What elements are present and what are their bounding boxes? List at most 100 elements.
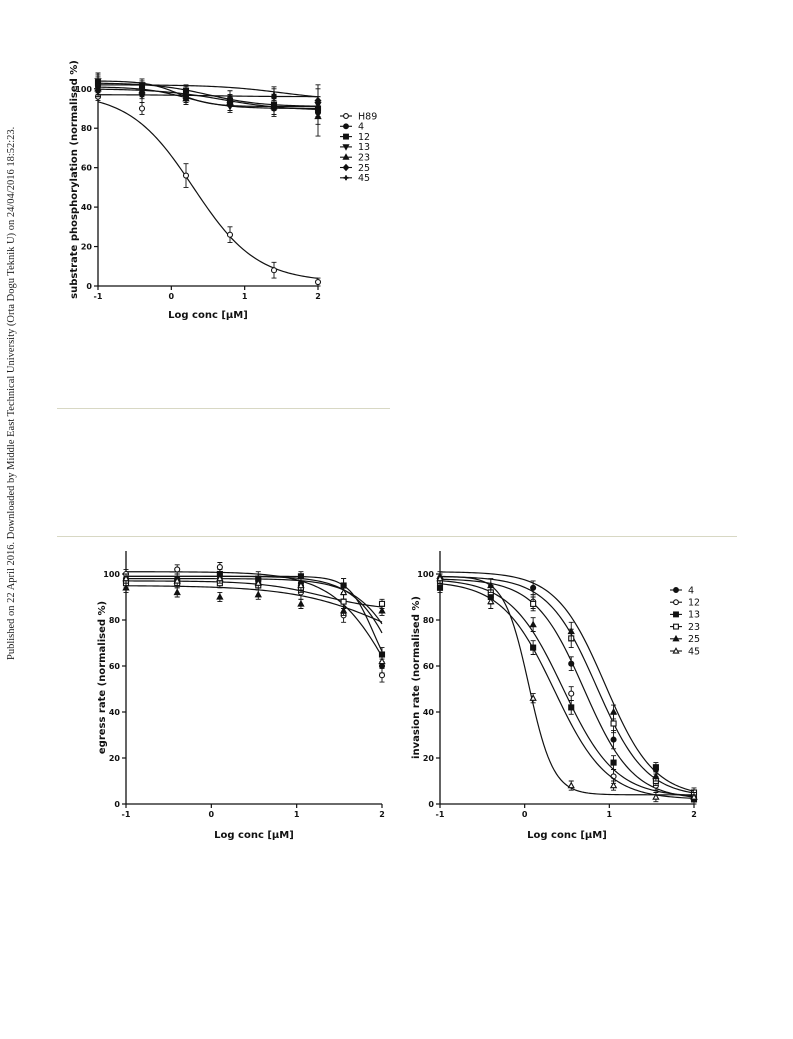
data-point: [652, 793, 660, 800]
fit-curve-23: [439, 576, 695, 794]
data-point: [339, 606, 348, 614]
legend-item-45: 45: [670, 646, 700, 657]
legend-item-23: 23: [340, 153, 370, 164]
data-point: [378, 672, 386, 679]
series-45: [122, 573, 386, 669]
legend-label: 45: [688, 646, 700, 657]
legend-label: 13: [688, 610, 700, 621]
y-tick-label: 0: [114, 800, 120, 809]
legend-label: 4: [358, 122, 364, 133]
fit-curve-25: [439, 571, 695, 792]
y-tick-label: 60: [81, 164, 93, 173]
y-axis-label: substrate phosphorylation (normalised %): [69, 60, 80, 299]
data-point: [122, 574, 130, 582]
series-25: [122, 582, 386, 623]
fit-curve-23: [97, 88, 319, 111]
legend-marker: [673, 611, 679, 618]
y-axis-label: egress rate (normalised %): [97, 601, 108, 754]
data-point: [568, 704, 575, 711]
data-point: [652, 772, 660, 780]
data-point: [95, 82, 101, 88]
y-tick-label: 80: [423, 616, 435, 625]
legend-item-13: 13: [670, 610, 700, 621]
fit-curve-45: [97, 84, 319, 98]
y-tick-label: 40: [81, 203, 93, 212]
data-point: [139, 86, 145, 92]
data-point: [271, 92, 277, 98]
section-divider-top: [57, 408, 390, 409]
y-tick-label: 100: [417, 570, 434, 579]
data-point: [610, 759, 617, 766]
legend-item-12: 12: [340, 132, 370, 143]
legend-marker: [672, 634, 680, 642]
series-45: [95, 72, 321, 117]
y-tick-label: 60: [109, 662, 121, 671]
fit-curve-25: [97, 94, 319, 98]
legend-marker: [343, 113, 349, 119]
data-point: [530, 584, 537, 591]
legend-marker: [342, 153, 350, 160]
data-point: [173, 576, 181, 584]
x-tick-label: 0: [169, 292, 175, 301]
fit-curve-4: [439, 578, 695, 798]
legend-label: 25: [688, 634, 700, 645]
data-point: [652, 764, 659, 771]
data-point: [610, 720, 617, 727]
data-point: [530, 644, 537, 651]
data-point: [270, 267, 278, 274]
data-point: [254, 579, 262, 586]
data-point: [567, 627, 575, 635]
legend-item-25: 25: [340, 163, 370, 174]
fit-curve-13: [439, 583, 695, 799]
data-point: [173, 588, 181, 596]
data-point: [254, 590, 262, 598]
legend-marker: [342, 144, 350, 151]
data-point: [183, 90, 189, 96]
data-point: [487, 597, 495, 605]
y-tick-label: 100: [75, 85, 92, 94]
x-tick-label: -1: [436, 810, 445, 819]
legend-label: H89: [358, 111, 377, 122]
x-tick-label: 2: [315, 292, 321, 301]
data-point: [314, 279, 322, 286]
legend-item-4: 4: [340, 122, 364, 133]
x-axis-label: Log conc [μM]: [527, 830, 607, 841]
legend-item-23: 23: [670, 622, 700, 633]
data-point: [568, 660, 575, 667]
data-point: [436, 584, 444, 591]
data-point: [226, 231, 234, 238]
y-tick-label: 0: [86, 282, 92, 291]
legend-label: 12: [688, 598, 700, 609]
y-tick-label: 40: [423, 708, 435, 717]
series-23: [436, 575, 698, 798]
data-point: [174, 566, 181, 573]
y-tick-label: 80: [81, 124, 93, 133]
data-point: [378, 657, 386, 665]
legend-item-H89: H89: [340, 111, 377, 122]
legend-label: 23: [688, 622, 700, 633]
x-tick-label: 2: [691, 810, 697, 819]
x-tick-label: 2: [379, 810, 385, 819]
y-tick-label: 20: [423, 754, 435, 763]
x-tick-label: 0: [522, 810, 528, 819]
legend-marker: [673, 623, 679, 630]
x-axis-label: Log conc [μM]: [214, 830, 294, 841]
data-point: [530, 600, 537, 607]
data-point: [315, 98, 321, 104]
data-point: [227, 94, 233, 100]
legend-marker: [343, 123, 349, 130]
legend-marker: [342, 163, 350, 172]
legend-item-12: 12: [670, 598, 700, 609]
y-tick-label: 60: [423, 662, 435, 671]
data-point: [216, 574, 224, 582]
fit-curve-45: [439, 575, 694, 796]
fit-curve-13: [97, 80, 318, 108]
fit-curve-25: [125, 585, 383, 623]
x-tick-label: -1: [94, 292, 103, 301]
data-point: [529, 620, 537, 628]
